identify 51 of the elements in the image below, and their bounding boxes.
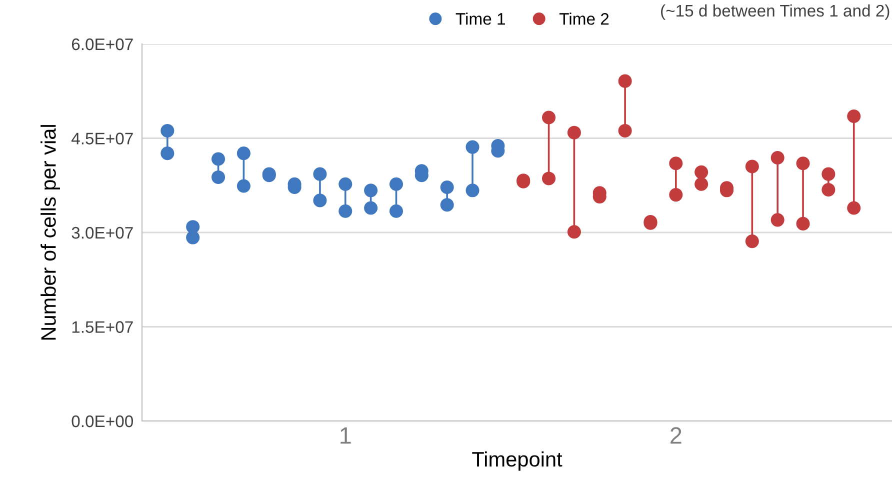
- point: [364, 184, 378, 198]
- point: [542, 110, 556, 124]
- point: [694, 177, 708, 191]
- point: [212, 170, 226, 184]
- text: (~15 d between Times 1 and 2): [661, 4, 890, 20]
- legend-label: Time 1: [456, 12, 505, 25]
- y-tick-label: 3.0E+07: [72, 226, 133, 239]
- point: [466, 184, 480, 198]
- point: [770, 150, 784, 164]
- point: [669, 156, 683, 170]
- point: [796, 156, 810, 170]
- y-tick-label: 6.0E+07: [72, 38, 133, 50]
- point: [186, 230, 200, 244]
- point: [567, 225, 581, 239]
- point: [770, 213, 784, 227]
- point: [236, 179, 250, 193]
- x-tick-label: 2: [670, 427, 682, 444]
- point: [160, 124, 174, 138]
- point: [745, 160, 759, 174]
- point: [822, 183, 836, 197]
- point: [236, 146, 250, 160]
- y-tick-label: 1.5E+07: [72, 321, 133, 333]
- point: [847, 201, 861, 215]
- legend-label: Time 2: [559, 12, 609, 25]
- point: [618, 124, 632, 138]
- point: [669, 188, 683, 202]
- point: [389, 204, 404, 218]
- y-tick-label: 4.5E+07: [71, 132, 133, 144]
- point: [694, 165, 708, 179]
- point: [313, 167, 327, 181]
- point: [440, 180, 454, 194]
- x-tick-label: 1: [340, 427, 351, 444]
- point: [212, 152, 226, 166]
- point: [822, 167, 836, 181]
- point: [847, 109, 861, 124]
- point: [745, 234, 759, 248]
- y-tick-label: 0.0E+00: [72, 415, 134, 428]
- point: [796, 216, 810, 230]
- point: [389, 177, 404, 191]
- point: [618, 74, 632, 88]
- point: [338, 177, 352, 191]
- point: [313, 194, 327, 208]
- point: [160, 146, 174, 160]
- point: [364, 201, 378, 215]
- point: [466, 140, 480, 154]
- point: [440, 198, 454, 212]
- y-axis-title: Number of cells per vial: [40, 125, 60, 340]
- point: [542, 172, 556, 186]
- point: [567, 126, 581, 140]
- x-axis-title: Timepoint: [472, 451, 562, 471]
- point: [338, 204, 352, 218]
